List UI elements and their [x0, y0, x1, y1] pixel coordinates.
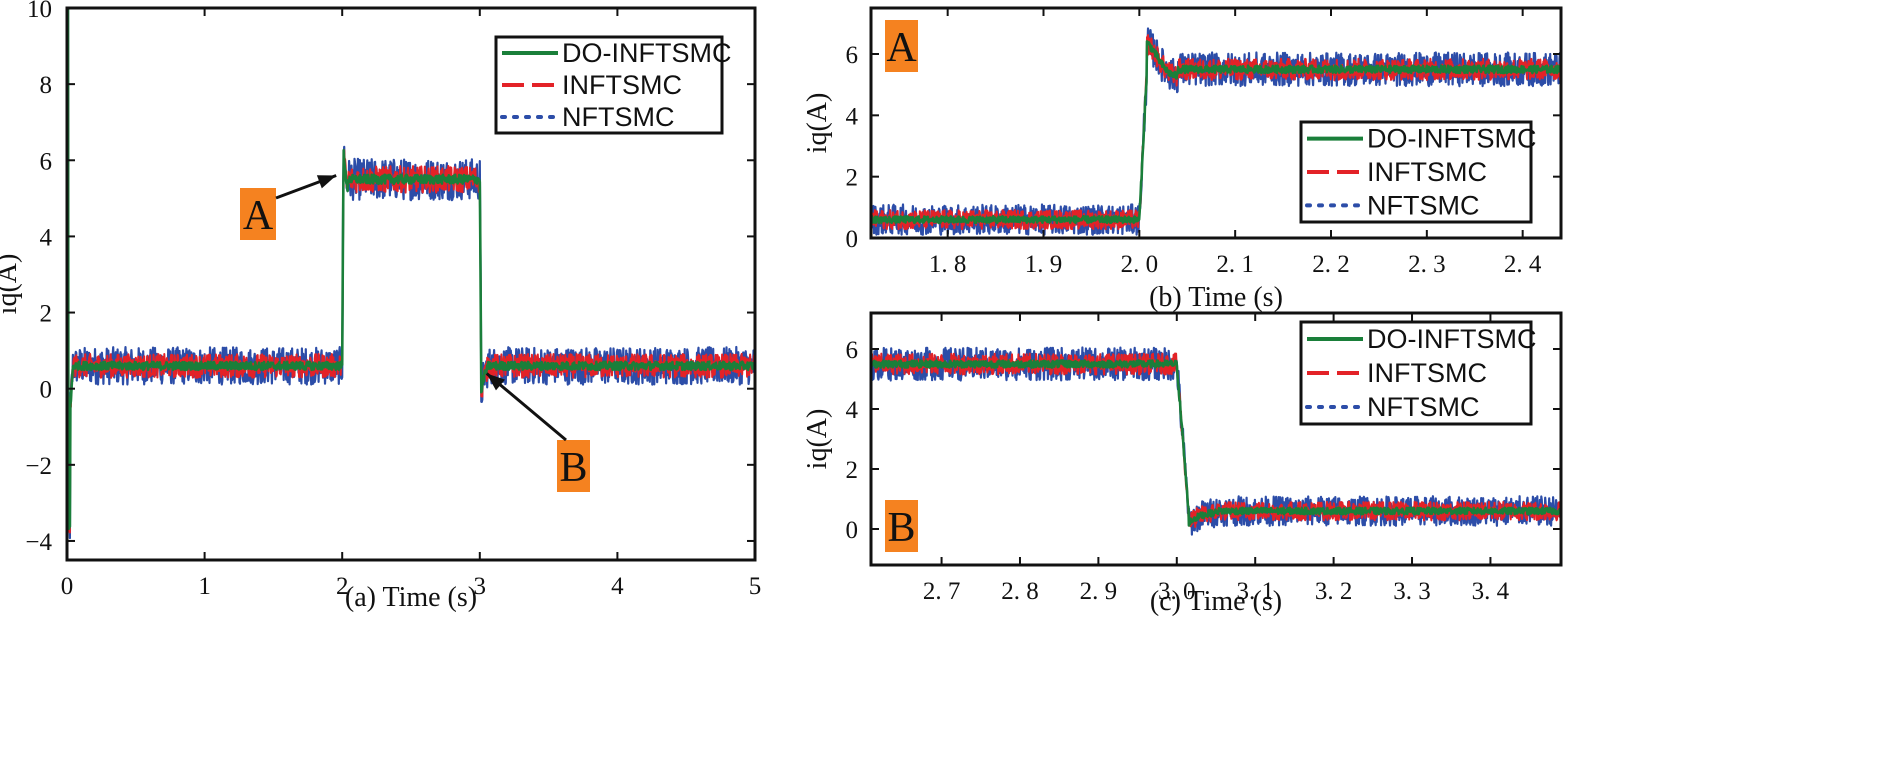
y-tick-label-b: 2 [846, 165, 859, 192]
chart-c: 2. 7 2. 8 2. 9 3. 0 3. 1 3. 2 3. 3 3. 4 0 2 4 6 (c) … [802, 311, 1563, 617]
x-tick-label-a: 1 [198, 573, 211, 600]
annotation-label: B [559, 445, 587, 491]
annotation-label: A [243, 193, 274, 239]
plot-area-a [67, 8, 755, 540]
x-tick-label-a: 3 [474, 573, 487, 600]
legend-label-a: DO-INFTSMC [562, 38, 731, 68]
chart-b: 1. 8 1. 9 2. 0 2. 1 2. 2 2. 3 2. 4 0 2 4 6 (b) Time… [802, 6, 1563, 313]
x-axis-label-c: (c) Time (s) [1150, 586, 1282, 617]
y-axis-label-b: iq(A) [802, 93, 833, 154]
marker-label: A [886, 25, 917, 71]
y-tick-label-a: 10 [27, 0, 52, 23]
x-tick-label-b: 2. 1 [1216, 251, 1254, 278]
marker-label: B [887, 505, 915, 551]
y-tick-label-c: 2 [846, 457, 859, 484]
y-tick-label-a: 6 [40, 148, 53, 175]
x-tick-label-b: 2. 4 [1504, 251, 1542, 278]
marker-box [885, 20, 918, 72]
legend-label-c: NFTSMC [1367, 392, 1479, 422]
annotation-a: A [240, 174, 337, 240]
y-tick-label-a: 4 [40, 224, 53, 251]
legend-label-b: DO-INFTSMC [1367, 124, 1536, 154]
x-tick-label-b: 2. 3 [1408, 251, 1446, 278]
annotation-arrow-head [316, 175, 337, 189]
x-tick-label-c: 3. 1 [1236, 578, 1274, 605]
y-tick-label-b: 0 [846, 226, 859, 253]
annotation-arrow-head [486, 373, 505, 391]
marker-c: B [885, 500, 918, 552]
x-tick-label-a: 4 [611, 573, 624, 600]
x-tick-label-c: 2. 7 [923, 578, 961, 605]
y-tick-label-a: 0 [40, 377, 53, 404]
marker-b: A [885, 20, 918, 72]
legend-label-b: INFTSMC [1367, 157, 1487, 187]
axes-frame-a [65, 6, 757, 562]
x-tick-label-c: 2. 9 [1080, 578, 1118, 605]
x-axis-label-a: (a) Time (s) [345, 582, 477, 613]
x-tick-label-a: 0 [61, 573, 74, 600]
axes-frame-b [869, 6, 1563, 240]
x-tick-label-c: 3. 4 [1472, 578, 1510, 605]
y-tick-label-b: 4 [846, 103, 859, 130]
x-tick-label-b: 1. 9 [1025, 251, 1063, 278]
x-tick-label-b: 2. 0 [1121, 251, 1159, 278]
series-line-do-a [67, 8, 755, 530]
marker-box [885, 500, 918, 552]
legend-label-c: INFTSMC [1367, 358, 1487, 388]
legend-label-b: NFTSMC [1367, 190, 1479, 220]
y-tick-label-c: 0 [846, 517, 859, 544]
y-tick-label-b: 6 [846, 42, 859, 69]
x-tick-label-a: 2 [336, 573, 349, 600]
annotation-box [240, 188, 276, 240]
x-axis-label-b: (b) Time (s) [1149, 282, 1283, 313]
y-tick-label-a: 2 [40, 301, 53, 328]
x-tick-label-c: 2. 8 [1001, 578, 1039, 605]
legend-c: DO-INFTSMC INFTSMC NFTSMC [1299, 320, 1536, 426]
x-tick-label-c: 3. 2 [1315, 578, 1353, 605]
y-tick-label-c: 6 [846, 337, 859, 364]
legend-label-a: NFTSMC [562, 102, 674, 132]
y-tick-label-a: 8 [40, 72, 53, 99]
annotation-b: B [485, 372, 590, 492]
plot-area-c [871, 346, 1561, 536]
x-tick-label-c: 3. 3 [1393, 578, 1431, 605]
legend-label-a: INFTSMC [562, 70, 682, 100]
y-tick-label-a: −4 [25, 529, 52, 556]
x-tick-label-a: 5 [749, 573, 762, 600]
legend-label-c: DO-INFTSMC [1367, 324, 1536, 354]
chart-a: 0 1 2 3 4 5 −4 −2 0 2 4 6 8 10 (a) Time (s) iq(A) DO-INF… [0, 0, 761, 613]
annotation-box [557, 440, 590, 492]
x-tick-label-b: 1. 8 [929, 251, 967, 278]
plot-area-b [871, 27, 1561, 236]
axes-frame-c [869, 311, 1563, 567]
y-axis-label-a: iq(A) [0, 254, 23, 315]
x-tick-label-b: 2. 2 [1312, 251, 1350, 278]
y-axis-label-c: iq(A) [802, 409, 833, 470]
series-line-do-b [871, 40, 1561, 225]
series-line-do-c [871, 359, 1561, 527]
y-tick-label-a: −2 [25, 453, 52, 480]
series-line-infsmc-c [871, 352, 1561, 528]
x-tick-label-c: 3. 0 [1158, 578, 1196, 605]
y-tick-label-c: 4 [846, 397, 859, 424]
